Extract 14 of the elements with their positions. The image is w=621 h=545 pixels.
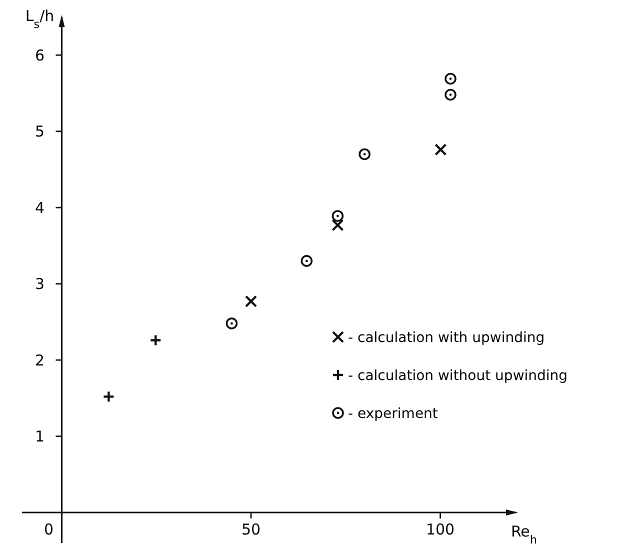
y-tick-label: 6 [34, 46, 45, 64]
y-tick-label: 5 [34, 122, 45, 141]
x-axis-title: Re$_{h}$ [510, 522, 538, 545]
y-axis-title: L$_{s}$/h [25, 7, 54, 30]
x-tick-label: 100 [426, 520, 455, 539]
legend-label: - experiment [348, 406, 438, 422]
legend-label: - calculation without upwinding [348, 368, 568, 384]
y-tick-label: 2 [34, 351, 45, 370]
y-tick-label: 3 [34, 275, 45, 294]
y-tick-label: 4 [34, 198, 45, 217]
x-tick-label: 0 [44, 520, 54, 539]
y-tick-label: 1 [34, 428, 45, 446]
legend-label: - calculation with upwinding [348, 330, 545, 346]
x-tick-label: 50 [241, 520, 261, 539]
